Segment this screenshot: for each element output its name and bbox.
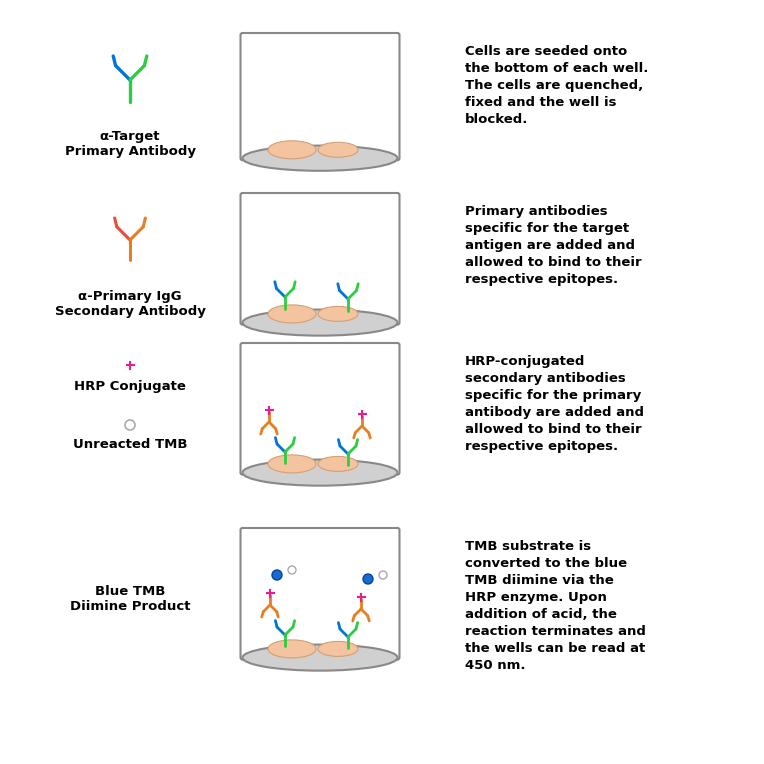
Ellipse shape xyxy=(318,642,358,656)
Ellipse shape xyxy=(242,460,397,486)
Ellipse shape xyxy=(318,456,358,471)
Text: Primary Antibody: Primary Antibody xyxy=(64,145,196,158)
FancyBboxPatch shape xyxy=(241,343,400,474)
Text: Diimine Product: Diimine Product xyxy=(70,600,190,613)
FancyBboxPatch shape xyxy=(241,33,400,160)
FancyBboxPatch shape xyxy=(241,528,400,659)
Ellipse shape xyxy=(318,306,358,322)
Circle shape xyxy=(272,570,282,580)
Ellipse shape xyxy=(268,141,316,159)
Text: α-Target: α-Target xyxy=(100,130,160,143)
Text: HRP-conjugated
secondary antibodies
specific for the primary
antibody are added : HRP-conjugated secondary antibodies spec… xyxy=(465,355,644,453)
Circle shape xyxy=(363,574,373,584)
Ellipse shape xyxy=(242,146,397,171)
Text: Cells are seeded onto
the bottom of each well.
The cells are quenched,
fixed and: Cells are seeded onto the bottom of each… xyxy=(465,45,649,126)
Ellipse shape xyxy=(318,142,358,157)
Ellipse shape xyxy=(268,305,316,323)
Text: Primary antibodies
specific for the target
antigen are added and
allowed to bind: Primary antibodies specific for the targ… xyxy=(465,205,642,286)
Ellipse shape xyxy=(268,455,316,473)
Ellipse shape xyxy=(242,309,397,335)
Text: Secondary Antibody: Secondary Antibody xyxy=(54,305,206,318)
FancyBboxPatch shape xyxy=(241,193,400,325)
Text: HRP Conjugate: HRP Conjugate xyxy=(74,380,186,393)
Text: TMB substrate is
converted to the blue
TMB diimine via the
HRP enzyme. Upon
addi: TMB substrate is converted to the blue T… xyxy=(465,540,646,672)
Ellipse shape xyxy=(268,640,316,658)
Ellipse shape xyxy=(242,645,397,671)
Text: Unreacted TMB: Unreacted TMB xyxy=(73,438,187,451)
Text: Blue TMB: Blue TMB xyxy=(95,585,165,598)
Text: α-Primary IgG: α-Primary IgG xyxy=(78,290,182,303)
